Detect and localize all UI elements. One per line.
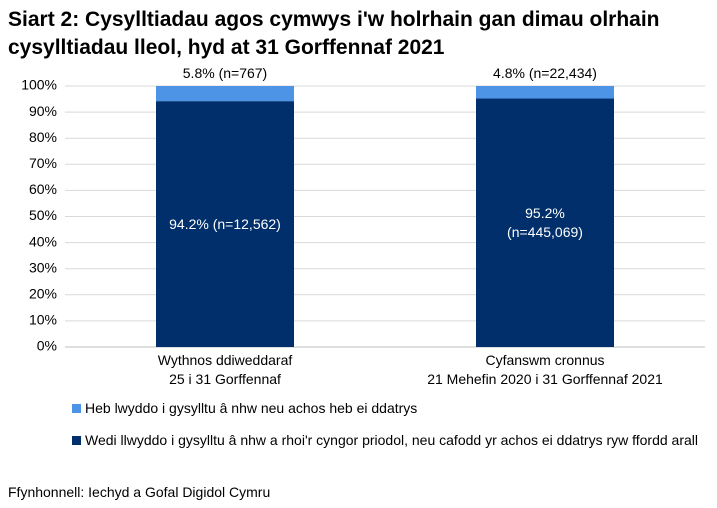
y-tick-label: 100% <box>21 77 57 93</box>
y-tick-label: 50% <box>29 207 57 223</box>
x-tick-label: Cyfanswm cronnus 21 Mehefin 2020 i 31 Go… <box>427 352 663 387</box>
source: Ffynhonnell: Iechyd a Gofal Digidol Cymr… <box>8 484 271 500</box>
y-tick-label: 40% <box>29 233 57 249</box>
data-label: 95.2% (n=445,069) <box>507 204 583 240</box>
y-tick-label: 10% <box>29 312 57 328</box>
bar-segment <box>476 86 614 99</box>
y-tick-label: 80% <box>29 129 57 145</box>
chart-title: Siart 2: Cysylltiadau agos cymwys i'w ho… <box>8 8 660 59</box>
y-tick-label: 90% <box>29 103 57 119</box>
y-tick-label: 70% <box>29 155 57 171</box>
bar-segment <box>476 98 614 347</box>
legend-swatch <box>72 404 81 413</box>
data-label: 5.8% (n=767) <box>182 65 268 81</box>
legend-swatch <box>72 436 81 445</box>
bar-segment <box>156 101 294 347</box>
y-tick-label: 0% <box>37 338 57 354</box>
legend-label: Wedi llwyddo i gysylltu â nhw a rhoi'r c… <box>85 432 699 448</box>
bar-segment <box>156 86 294 102</box>
y-tick-label: 30% <box>29 259 57 275</box>
x-tick-label: Wythnos ddiweddaraf 25 i 31 Gorffennaf <box>157 352 293 387</box>
legend-label: Heb lwyddo i gysylltu â nhw neu achos he… <box>85 400 418 416</box>
data-label: 94.2% (n=12,562) <box>169 215 281 232</box>
y-tick-label: 20% <box>29 286 57 302</box>
y-tick-label: 60% <box>29 181 57 197</box>
data-label: 4.8% (n=22,434) <box>493 65 597 81</box>
